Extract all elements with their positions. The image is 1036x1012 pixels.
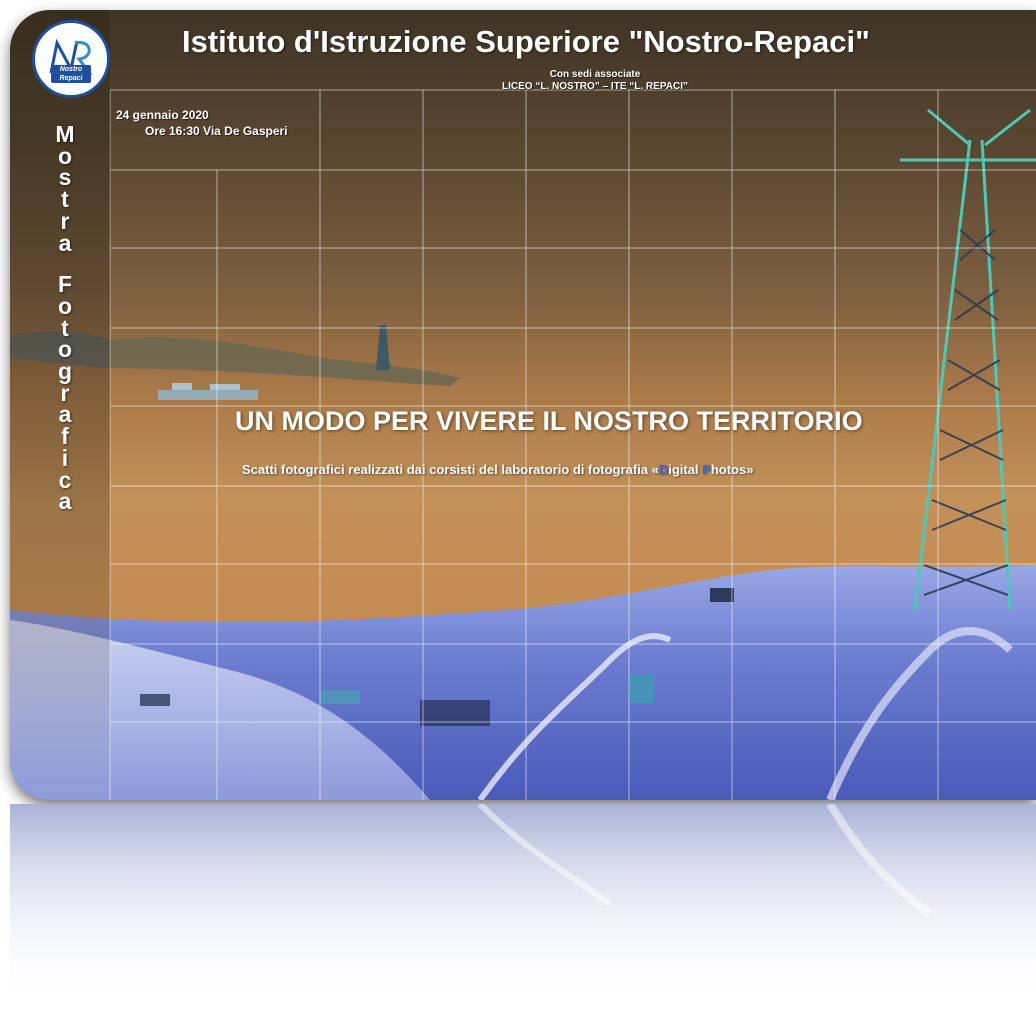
vertical-letter: o [57, 142, 73, 169]
vertical-letter: t [61, 186, 69, 213]
tagline-d: D [658, 462, 669, 477]
logo-label: Nostro Repaci [51, 65, 91, 83]
vertical-letter: i [61, 444, 69, 471]
tagline-prefix: Scatti fotografici realizzati dai corsis… [242, 462, 659, 477]
sidebar-strip [10, 10, 110, 800]
poster: Nostro Repaci Istituto d'Istruzione Supe… [10, 10, 1036, 800]
page-title: Istituto d'Istruzione Superiore "Nostro-… [182, 24, 870, 59]
vertical-letter: r [60, 207, 70, 234]
vertical-letter: g [57, 358, 73, 385]
tagline-igital: igital [668, 462, 703, 477]
tagline-hotos: hotos» [710, 462, 754, 477]
headline: UN MODO PER VIVERE IL NOSTRO TERRITORIO [235, 406, 863, 436]
tagline: Scatti fotografici realizzati dai corsis… [242, 462, 753, 477]
vertical-letter: o [57, 336, 73, 363]
vertical-letter: t [61, 314, 69, 341]
subtitle: Con sedi associate LICEO “L. NOSTRO” – I… [382, 69, 808, 93]
vertical-letter: a [58, 229, 72, 256]
vertical-letter: c [58, 466, 72, 493]
subtitle-line1: Con sedi associate [549, 69, 641, 80]
inverted-landscape-photo [10, 10, 1036, 800]
vertical-letter: a [58, 401, 72, 428]
event-date: 24 gennaio 2020 [116, 108, 209, 122]
school-logo: Nostro Repaci [32, 20, 110, 98]
reflection-fade [10, 804, 1036, 1012]
tagline-p: P [702, 462, 711, 477]
subtitle-line2: LICEO “L. NOSTRO” – ITE “L. REPACI” [502, 81, 688, 92]
vertical-letter: o [57, 292, 73, 319]
nr-monogram-icon [49, 38, 93, 76]
vertical-letter: F [57, 271, 73, 298]
vertical-title: M o s t r a F o t o g r a f i c a [54, 121, 76, 515]
vertical-letter: s [58, 164, 72, 191]
vertical-letter: f [61, 423, 69, 450]
event-time-place: Ore 16:30 Via De Gasperi [145, 124, 288, 138]
vertical-letter: r [60, 379, 70, 406]
vertical-letter: a [58, 488, 72, 515]
vertical-letter: M [55, 121, 75, 147]
grid-overlay [109, 89, 1036, 800]
